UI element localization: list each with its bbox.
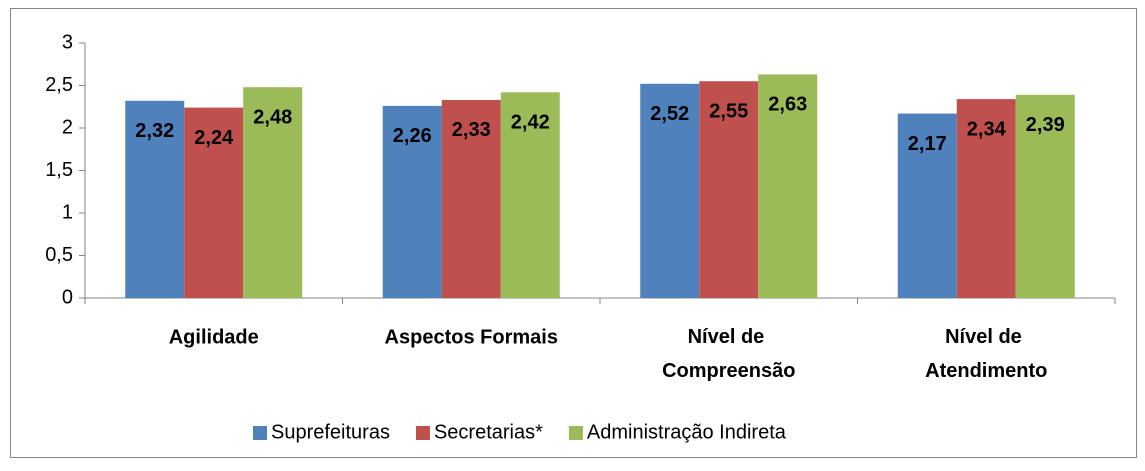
x-tick-label-line: Compreensão bbox=[662, 360, 795, 382]
legend-label: Suprefeituras bbox=[271, 421, 390, 443]
bar bbox=[699, 81, 759, 298]
y-tick-label: 0,5 bbox=[45, 244, 73, 266]
data-label: 2,34 bbox=[967, 118, 1007, 140]
y-tick-label: 2 bbox=[62, 116, 73, 138]
y-tick-label: 3 bbox=[62, 31, 73, 53]
data-label: 2,32 bbox=[135, 120, 174, 142]
bar bbox=[640, 83, 700, 298]
data-label: 2,63 bbox=[768, 94, 807, 116]
data-label: 2,39 bbox=[1026, 114, 1065, 136]
bar bbox=[500, 92, 560, 298]
legend-label: Administração Indireta bbox=[587, 421, 787, 443]
data-label: 2,33 bbox=[452, 119, 491, 141]
bar bbox=[897, 113, 957, 298]
data-label: 2,24 bbox=[194, 127, 234, 149]
y-tick-label: 1,5 bbox=[45, 159, 73, 181]
data-label: 2,17 bbox=[908, 133, 947, 155]
bar bbox=[441, 99, 501, 298]
y-tick-label: 1 bbox=[62, 201, 73, 223]
data-label: 2,52 bbox=[650, 103, 689, 125]
x-tick-label: Nível de Atendimento bbox=[925, 326, 1047, 382]
legend-swatch bbox=[415, 426, 430, 440]
x-tick-label: Nível de Compreensão bbox=[662, 326, 795, 382]
bar bbox=[382, 105, 442, 299]
data-label: 2,55 bbox=[709, 101, 748, 123]
bar bbox=[184, 107, 244, 298]
legend-swatch bbox=[568, 426, 583, 440]
data-label: 2,42 bbox=[511, 112, 550, 134]
data-label: 2,48 bbox=[253, 106, 292, 128]
x-tick-label: Aspectos Formais bbox=[385, 326, 558, 348]
x-tick-label-line: Atendimento bbox=[925, 360, 1047, 382]
legend-swatch bbox=[253, 426, 267, 440]
bar bbox=[758, 74, 818, 298]
x-tick-label-line: Nível de bbox=[688, 326, 770, 348]
bar bbox=[1015, 94, 1075, 298]
bar bbox=[243, 87, 303, 298]
x-tick-label: Agilidade bbox=[169, 326, 259, 348]
bar bbox=[125, 100, 185, 298]
x-tick-label-line: Nível de bbox=[945, 326, 1027, 348]
data-label: 2,26 bbox=[393, 125, 432, 147]
y-tick-label: 2,5 bbox=[45, 74, 73, 96]
bar bbox=[956, 99, 1016, 298]
y-tick-label: 0 bbox=[62, 286, 73, 308]
legend-label: Secretarias* bbox=[434, 421, 543, 443]
